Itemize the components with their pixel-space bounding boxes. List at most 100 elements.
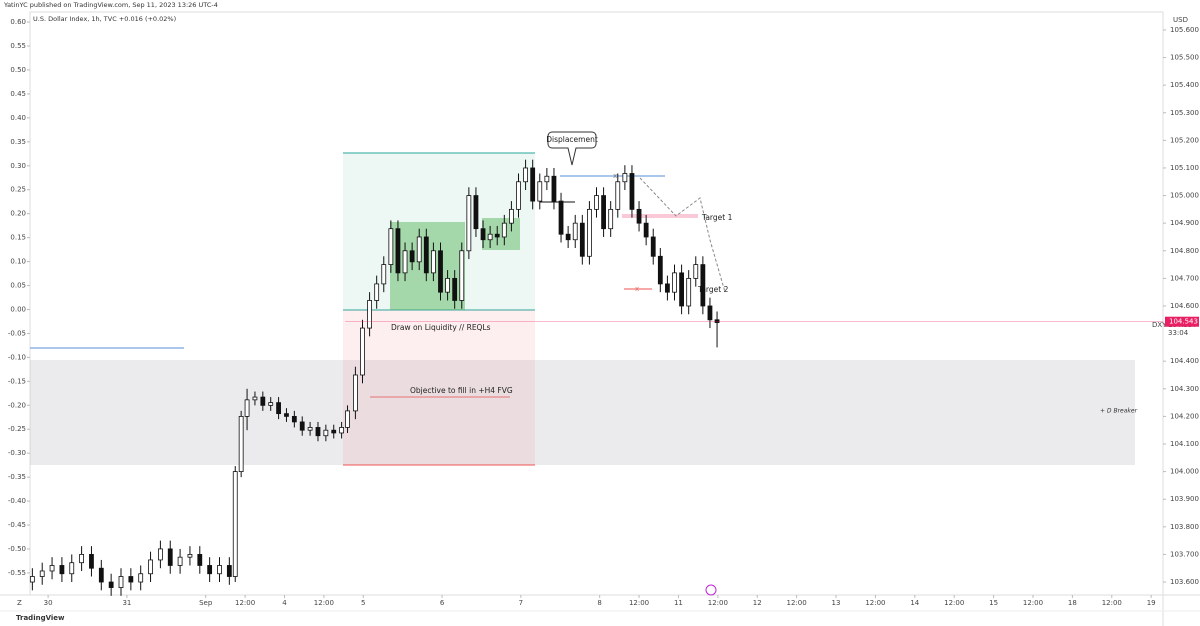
event-icon[interactable] [705, 584, 717, 596]
y-tick-label: 105.200 [1170, 136, 1199, 144]
candle-body [452, 277, 458, 301]
candle-body [594, 195, 599, 210]
y2-tick-label: -0.55 [8, 569, 26, 577]
candle-body [29, 576, 35, 583]
candle-body [509, 208, 514, 224]
candle-body [217, 565, 222, 575]
x-tick-label: Sep [199, 599, 213, 607]
x-tick-label: 12:00 [1023, 599, 1043, 607]
candle-body [558, 200, 564, 235]
candle-body [466, 195, 472, 252]
candle-body [615, 181, 621, 210]
x-tick-label: 6 [440, 599, 445, 607]
candle-body [494, 233, 500, 238]
y-tick-label: 104.400 [1170, 357, 1199, 365]
y2-tick-label: 0.60 [10, 18, 26, 26]
candle-body [537, 181, 543, 202]
y2-tick-label: -0.50 [8, 545, 26, 553]
zoom-button[interactable]: Z [17, 599, 22, 607]
y-tick-label: 104.300 [1170, 385, 1199, 393]
y2-tick-label: 0.20 [10, 210, 26, 218]
candle-body [339, 427, 345, 434]
y2-tick-label: -0.05 [8, 329, 26, 337]
candle-body [501, 222, 507, 238]
y-tick-label: 105.600 [1170, 26, 1199, 34]
candle-body [238, 416, 244, 473]
candle-body [108, 581, 114, 588]
y2-tick-label: 0.35 [10, 138, 26, 146]
projection [639, 177, 726, 293]
y2-tick-label: -0.45 [8, 521, 26, 529]
candle-body [409, 250, 415, 263]
y-tick-label: 104.000 [1170, 468, 1199, 476]
y2-tick-label: -0.25 [8, 425, 26, 433]
x-tick-label: 15 [989, 599, 998, 607]
objective-label: Objective to fill in +H4 FVG [410, 386, 513, 395]
x-tick-label: 12:00 [1102, 599, 1122, 607]
candle-body [480, 228, 486, 241]
candle-body [487, 233, 493, 241]
breaker-zone [30, 360, 1135, 465]
y-tick-label: 104.600 [1170, 302, 1199, 310]
y2-tick-label: 0.25 [10, 186, 26, 194]
candle-body [128, 576, 134, 583]
candle-body [445, 277, 450, 293]
y2-tick-label: 0.10 [10, 258, 26, 266]
countdown: 33:04 [1168, 329, 1189, 337]
candle-body [388, 228, 394, 265]
candle-body [544, 175, 550, 183]
candle-body [402, 250, 408, 274]
candle-body [291, 416, 297, 423]
y2-tick-label: 0.50 [10, 66, 26, 74]
candle-body [148, 559, 153, 575]
breaker-label: + D Breaker [1100, 408, 1138, 415]
candle-body [299, 421, 305, 431]
currency: USD [1173, 16, 1188, 24]
candle-body [629, 173, 635, 210]
candle-body [572, 222, 578, 241]
y-tick-label: 104.900 [1170, 219, 1199, 227]
range-box [482, 218, 520, 250]
x-tick-label: 14 [910, 599, 919, 607]
y2-tick-label: -0.30 [8, 449, 26, 457]
candle-body [459, 250, 465, 301]
candle-body [416, 236, 422, 263]
candle-body [232, 471, 238, 577]
x-tick-label: 11 [674, 599, 683, 607]
candle-body [551, 175, 557, 202]
candle-body [39, 570, 45, 577]
y2-tick-label: 0.05 [10, 282, 26, 290]
x-mark: x [613, 172, 617, 180]
candle-body [315, 427, 321, 437]
x-tick-label: 5 [361, 599, 365, 607]
candle-body [252, 396, 258, 401]
candle-body [431, 250, 436, 274]
candle-body [530, 167, 536, 202]
y2-tick-label: -0.35 [8, 473, 26, 481]
candle-body [345, 410, 350, 428]
candle-body [643, 222, 649, 238]
y2-tick-label: 0.00 [10, 305, 26, 313]
y-tick-label: 103.900 [1170, 495, 1199, 503]
x-tick-label: 31 [122, 599, 131, 607]
candle-body [59, 565, 65, 575]
y-tick-label: 104.100 [1170, 440, 1199, 448]
candle-body [665, 283, 670, 293]
candle-body [167, 548, 173, 566]
y-tick-label: 104.700 [1170, 274, 1199, 282]
x-tick-label: 8 [597, 599, 601, 607]
x-tick-label: 12:00 [235, 599, 255, 607]
candle-body [601, 195, 606, 230]
symbol-label: DXY [1152, 321, 1167, 329]
candle-body [657, 255, 663, 285]
candle-body [672, 272, 677, 293]
candle-body [207, 565, 213, 575]
x-mark: x [635, 285, 639, 293]
candle-body [587, 208, 592, 257]
candle-body [260, 396, 266, 406]
chart-title: U.S. Dollar Index, 1h, TVC +0.016 (+0.02… [33, 15, 176, 23]
x-tick-label: 30 [44, 599, 53, 607]
